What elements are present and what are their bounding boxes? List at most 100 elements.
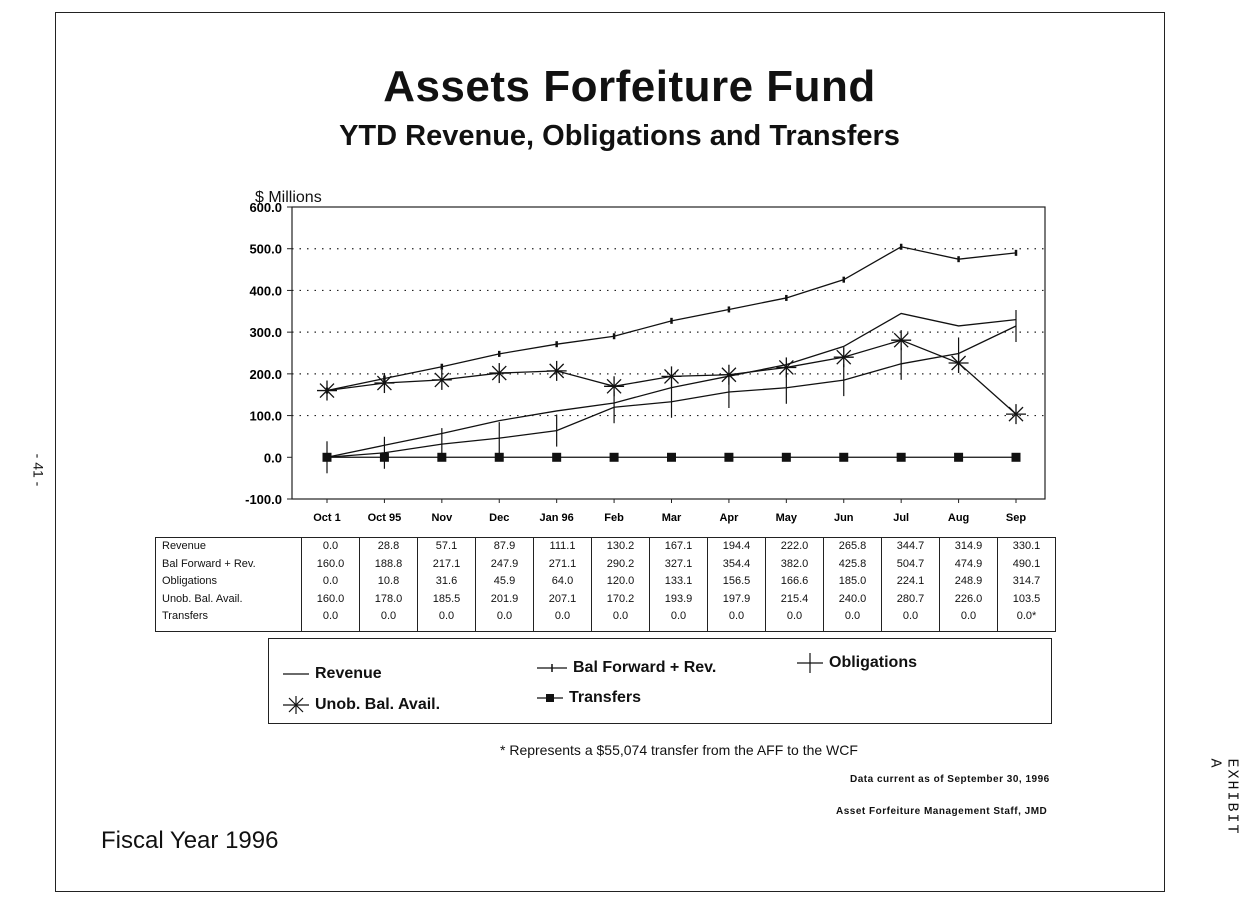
data-point — [552, 452, 562, 462]
chart-title: Assets Forfeiture Fund — [383, 62, 876, 111]
table-cell: 0.0 — [786, 610, 803, 622]
x-tick-label: Sep — [1006, 512, 1026, 524]
table-cell: 0.0 — [844, 610, 861, 622]
table-cell: 0.0 — [322, 575, 339, 587]
x-tick-label: Aug — [948, 512, 969, 524]
data-point — [374, 373, 395, 394]
data-point — [494, 452, 504, 462]
y-tick-label: 100.0 — [249, 409, 282, 424]
table-cell: 103.5 — [1012, 592, 1041, 605]
table-cell: 222.0 — [780, 540, 809, 552]
table-cell: 265.8 — [838, 540, 867, 552]
table-cell: 156.5 — [722, 575, 751, 587]
legend-tick-line-icon — [537, 664, 567, 672]
source-note: Asset Forfeiture Management Staff, JMD — [836, 806, 1048, 817]
y-tick-label: -100.0 — [245, 492, 282, 507]
x-tick-label: Jun — [834, 512, 854, 524]
table-column: 87.9 247.9 45.9 201.9 0.0 — [475, 537, 534, 632]
table-cell: 240.0 — [838, 592, 867, 605]
table-cell: 0.0 — [902, 610, 919, 622]
y-tick-label: 300.0 — [249, 325, 282, 340]
plot-area — [291, 206, 1046, 500]
y-tick-label: 200.0 — [249, 367, 282, 382]
exhibit-label: EXHIBIT A — [1206, 758, 1241, 836]
page-frame — [55, 12, 1165, 892]
table-column: 167.1 327.1 133.1 193.9 0.0 — [649, 537, 708, 632]
chart-subtitle: YTD Revenue, Obligations and Transfers — [339, 120, 900, 152]
data-point — [322, 452, 332, 462]
data-point — [948, 353, 969, 374]
table-cell: 0.0 — [322, 610, 339, 622]
table-column: 330.1 490.1 314.7 103.5 0.0* — [997, 537, 1056, 632]
table-column: 57.1 217.1 31.6 185.5 0.0 — [417, 537, 476, 632]
fiscal-year-label: Fiscal Year 1996 — [101, 827, 279, 854]
table-cell: 207.1 — [548, 592, 577, 605]
table-cell: 271.1 — [548, 557, 577, 570]
row-label: Unob. Bal. Avail. — [162, 592, 243, 605]
table-cell: 504.7 — [896, 557, 925, 570]
table-cell: 130.2 — [606, 540, 635, 552]
table-cell: 185.0 — [838, 575, 867, 587]
table-cell: 314.7 — [1012, 575, 1041, 587]
table-cell: 133.1 — [664, 575, 693, 587]
table-cell: 474.9 — [954, 557, 983, 570]
legend-item-unob-bal: Unob. Bal. Avail. — [283, 694, 440, 716]
table-cell: 31.6 — [435, 575, 458, 587]
table-cell: 490.1 — [1012, 557, 1041, 570]
table-cell: 215.4 — [780, 592, 809, 605]
table-cell: 224.1 — [896, 575, 925, 587]
table-cell: 425.8 — [838, 557, 867, 570]
data-point — [781, 452, 791, 462]
legend-label: Transfers — [569, 689, 642, 706]
table-cell: 248.9 — [954, 575, 983, 587]
legend-line-icon — [283, 673, 309, 675]
y-tick-label: 600.0 — [249, 200, 282, 215]
data-point — [839, 452, 849, 462]
data-point — [667, 452, 676, 462]
data-point — [891, 330, 912, 351]
x-tick-label: May — [776, 512, 798, 524]
data-point — [896, 452, 906, 462]
table-cell: 344.7 — [896, 540, 925, 552]
table-cell: 330.1 — [1012, 540, 1041, 552]
row-label: Obligations — [162, 575, 218, 587]
x-tick-label: Nov — [431, 512, 453, 524]
table-cell: 0.0 — [670, 610, 687, 622]
legend-label: Unob. Bal. Avail. — [315, 696, 441, 713]
table-cell: 45.9 — [493, 575, 516, 587]
row-label: Bal Forward + Rev. — [162, 557, 256, 570]
x-tick-label: Oct 1 — [313, 512, 341, 524]
legend-cross-icon — [797, 653, 823, 673]
x-tick-label: Apr — [719, 512, 739, 524]
table-cell: 0.0 — [612, 610, 629, 622]
x-tick-label: Jan 96 — [540, 512, 574, 524]
row-label: Revenue — [162, 540, 207, 552]
data-point — [317, 380, 337, 401]
data-point — [1011, 452, 1021, 462]
x-tick-label: Oct 95 — [368, 512, 402, 524]
table-cell: 0.0 — [322, 540, 339, 552]
table-cell: 226.0 — [954, 592, 983, 605]
table-cell: 197.9 — [722, 592, 751, 605]
table-cell: 64.0 — [551, 575, 574, 587]
table-cell: 87.9 — [493, 540, 516, 552]
legend-item-transfers: Transfers — [537, 689, 641, 707]
table-cell: 178.0 — [374, 592, 403, 605]
table-cell: 160.0 — [316, 557, 345, 570]
table-column: 0.0 160.0 0.0 160.0 0.0 — [301, 537, 360, 632]
data-point — [954, 452, 964, 462]
table-cell: 247.9 — [490, 557, 519, 570]
y-axis-label: $ Millions — [255, 189, 322, 206]
table-cell: 0.0 — [554, 610, 571, 622]
table-cell: 111.1 — [549, 540, 576, 552]
table-cell: 354.4 — [722, 557, 751, 570]
table-column: 265.8 425.8 185.0 240.0 0.0 — [823, 537, 882, 632]
table-cell: 28.8 — [377, 540, 400, 552]
table-column: 111.1 271.1 64.0 207.1 0.0 — [533, 537, 592, 632]
table-cell: 0.0 — [960, 610, 977, 622]
table-cell: 120.0 — [606, 575, 635, 587]
table-cell: 194.4 — [722, 540, 751, 552]
y-tick-label: 0.0 — [264, 450, 282, 465]
legend-item-bal-forward: Bal Forward + Rev. — [537, 659, 716, 677]
